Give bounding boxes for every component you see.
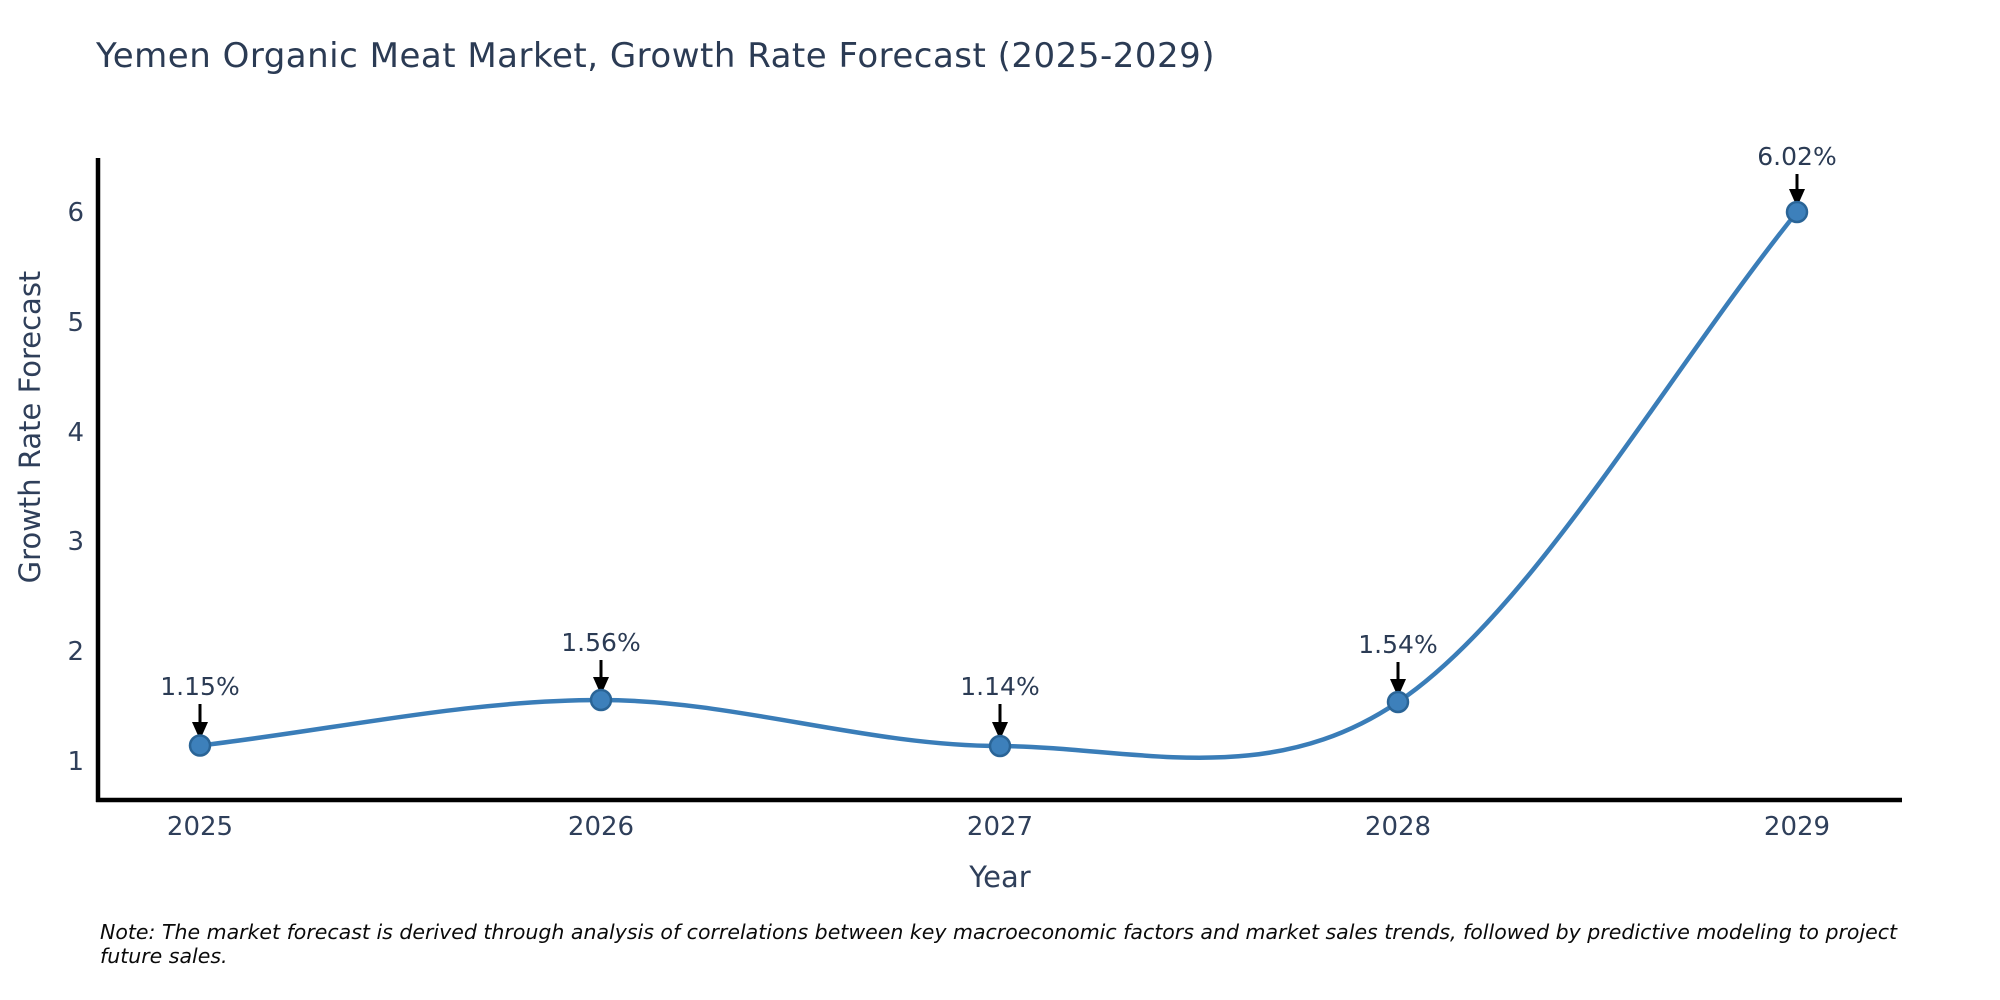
x-tick-2027: 2027: [966, 812, 1034, 842]
annotation-arrow-2026: [593, 660, 609, 695]
y-tick-5: 5: [67, 308, 84, 338]
x-tick-2029: 2029: [1763, 812, 1831, 842]
annotation-label-2027: 1.14%: [960, 672, 1040, 701]
y-tick-3: 3: [67, 527, 84, 557]
y-tick-2: 2: [67, 637, 84, 667]
x-axis-title: Year: [969, 860, 1031, 894]
annotation-label-2029: 6.02%: [1757, 142, 1837, 171]
annotation-arrow-2025: [192, 704, 208, 740]
x-tick-2025: 2025: [166, 812, 234, 842]
y-axis-title: Growth Rate Forecast: [13, 270, 47, 584]
data-point-2026: [589, 688, 613, 712]
y-tick-4: 4: [67, 418, 84, 448]
annotation-arrow-2027: [992, 704, 1008, 740]
annotation-arrow-2028: [1390, 662, 1406, 697]
annotation-label-2028: 1.54%: [1358, 630, 1438, 659]
y-tick-6: 6: [67, 198, 84, 228]
data-point-2027: [988, 734, 1012, 758]
annotation-label-2025: 1.15%: [160, 672, 240, 701]
y-tick-1: 1: [67, 747, 84, 777]
growth-rate-line: [197, 209, 1800, 760]
footnote: Note: The market forecast is derived thr…: [100, 920, 1898, 968]
chart-title: Yemen Organic Meat Market, Growth Rate F…: [96, 36, 1216, 76]
x-tick-2026: 2026: [567, 812, 635, 842]
data-point-2029: [1785, 200, 1809, 224]
x-tick-2028: 2028: [1364, 812, 1432, 842]
data-point-2025: [188, 734, 212, 757]
annotation-arrow-2029: [1789, 174, 1805, 207]
annotation-label-2026: 1.56%: [561, 628, 641, 657]
data-point-2028: [1386, 690, 1410, 714]
